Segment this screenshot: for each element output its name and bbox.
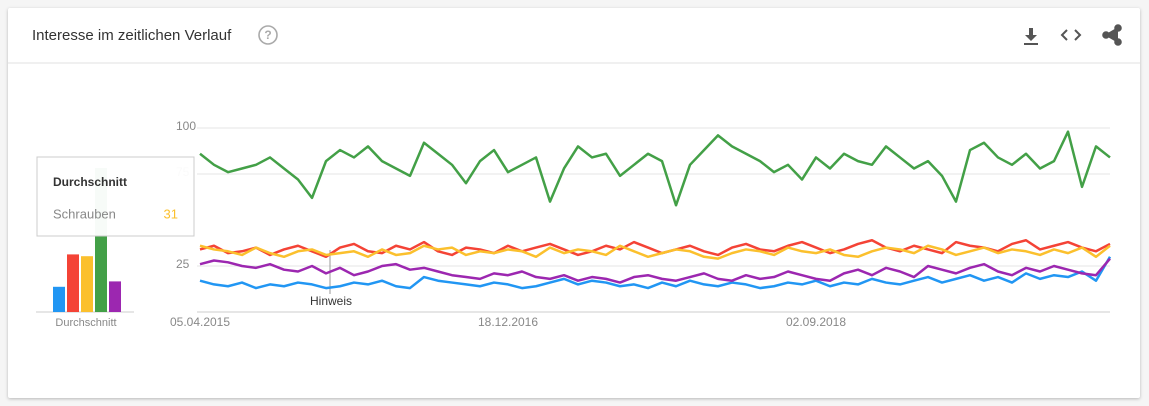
bar [67,254,79,312]
y-tick-label: 25 [176,257,190,271]
help-icon-text[interactable]: ? [264,28,271,42]
annotation: Hinweis [310,294,352,308]
help-icon[interactable] [258,25,278,45]
series-line [199,244,1111,260]
x-tick-label: 05.04.2015 [170,315,230,329]
tooltip-title: Durchschnitt [53,175,127,189]
tooltip: Durchschnitt Schrauben 31 [36,156,195,237]
share-icon[interactable] [1102,24,1122,46]
chart: Interesse im zeitlichen Verlauf ? 257510… [8,24,1140,329]
tooltip-box [36,156,195,237]
card-title: Interesse im zeitlichen Verlauf [32,27,232,44]
x-tick-label: 18.12.2016 [478,315,538,329]
bar [53,286,65,312]
download-icon[interactable] [1024,28,1038,45]
series-line [199,130,1111,207]
bar [109,281,121,312]
series-line [199,256,1112,290]
y-tick-label: 100 [176,119,196,133]
embed-icon[interactable] [1060,29,1082,41]
bar [81,256,93,312]
series-line [199,257,1111,284]
x-tick-label: 02.09.2018 [786,315,846,329]
card: Interesse im zeitlichen Verlauf ? 257510… [8,8,1140,398]
tooltip-label: Schrauben [53,206,116,221]
tooltip-value: 31 [164,206,178,221]
series-line [199,238,1111,259]
bar-x-label: Durchschnitt [55,317,116,329]
